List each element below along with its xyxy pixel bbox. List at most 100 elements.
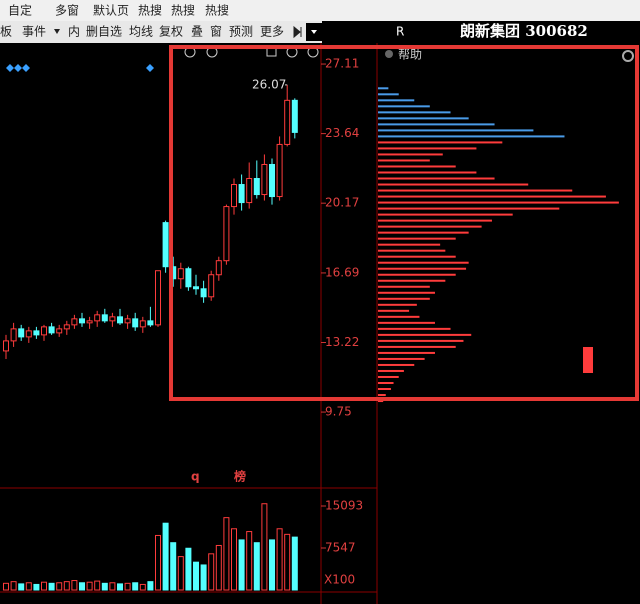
header-bar [322, 21, 640, 43]
candle-body [155, 270, 161, 326]
profile-bar [378, 261, 469, 264]
profile-bar [378, 315, 420, 318]
menu-item[interactable]: 默认页 [93, 3, 129, 18]
volume-bar [200, 564, 207, 591]
toolbar-item[interactable]: 均线 [129, 25, 153, 39]
candle-body [253, 178, 260, 196]
candle-body [246, 178, 253, 204]
profile-bar [378, 105, 430, 108]
toolbar-item[interactable]: 预测 [229, 25, 253, 39]
profile-bar [378, 273, 456, 276]
profile-bar [378, 165, 456, 168]
menu-bar [0, 0, 640, 21]
candle-body [124, 318, 131, 324]
volume-bar [86, 581, 93, 591]
profile-bar [378, 400, 384, 403]
profile-bar [378, 231, 469, 234]
profile-bar [378, 267, 467, 270]
candle-body [10, 328, 17, 342]
dropdown-icon[interactable] [54, 29, 60, 34]
profile-bar [378, 394, 386, 397]
profile-bar [378, 153, 443, 156]
candle-body [139, 320, 146, 328]
toolbar-item[interactable]: 板 [0, 25, 12, 39]
candle-body [25, 330, 32, 338]
volume-bar [139, 583, 146, 591]
volume-bar [253, 542, 260, 591]
arrow-icon[interactable] [293, 25, 302, 39]
marker-label: q [191, 470, 200, 484]
profile-bar [378, 345, 456, 348]
volume-bar [246, 531, 253, 591]
volume-bar [291, 536, 298, 591]
header-title: 朗新集团 300682 [460, 22, 588, 40]
profile-bar [378, 369, 404, 372]
profile-bar [378, 219, 492, 222]
volume-bar [94, 580, 101, 591]
menu-item[interactable]: 自定 [8, 3, 32, 18]
dropdown-icon[interactable] [311, 30, 317, 34]
volume-bar [269, 539, 275, 591]
toolbar-item[interactable]: 事件 [22, 25, 46, 39]
profile-bar [378, 363, 415, 366]
help-label[interactable]: 帮助 [398, 48, 422, 62]
profile-bar [378, 123, 495, 126]
profile-bar [378, 147, 477, 150]
toolbar-item[interactable]: 删自选 [86, 25, 122, 39]
profile-bar [378, 213, 513, 216]
candle-body [71, 318, 78, 326]
profile-bar [378, 195, 606, 198]
volume-bar [147, 581, 154, 591]
candle-body [132, 318, 139, 328]
candle-body [94, 314, 101, 322]
profile-bar [378, 255, 456, 258]
volume-tick-label: 7547 [325, 540, 356, 554]
candle-body [276, 143, 283, 198]
toolbar-item[interactable]: 叠 [191, 25, 203, 39]
profile-bar [378, 351, 435, 354]
volume-bar [193, 561, 199, 591]
toolbar-item[interactable]: 内 [68, 25, 80, 39]
candle-body [56, 328, 63, 334]
candle-body [79, 318, 85, 324]
volume-bar [261, 503, 268, 591]
profile-bar [378, 135, 565, 138]
volume-bar [101, 582, 108, 591]
volume-bar [215, 544, 222, 591]
toolbar-item[interactable]: 更多 [260, 25, 284, 39]
menu-item[interactable]: 多窗 [55, 4, 79, 18]
candle-body [284, 99, 291, 145]
profile-bar [378, 201, 619, 204]
candle-body [109, 316, 116, 322]
candle-body [223, 206, 230, 262]
volume-bar [25, 582, 32, 591]
profile-bar [378, 357, 425, 360]
candle-body [269, 163, 275, 198]
volume-bar [10, 581, 17, 591]
y-tick-label: 20.17 [325, 196, 359, 210]
candle-body [3, 340, 9, 352]
volume-bar [109, 582, 116, 591]
profile-bar [378, 333, 472, 336]
candle-body [177, 268, 184, 280]
volume-bar [48, 582, 55, 591]
menu-item[interactable]: 热搜 [171, 3, 195, 18]
menu-item[interactable]: 热搜 [138, 3, 162, 18]
menu-item[interactable]: 热搜 [205, 3, 229, 18]
help-icon[interactable] [385, 50, 393, 58]
volume-bar [231, 528, 237, 591]
volume-bar [238, 539, 245, 591]
candle-body [231, 184, 237, 208]
toolbar-item[interactable]: 窗 [210, 25, 222, 39]
candle-body [41, 326, 47, 336]
volume-bar [284, 533, 291, 591]
y-tick-label: 23.64 [325, 126, 359, 140]
volume-bar [3, 582, 9, 591]
candle-body [147, 320, 154, 326]
candle-body [261, 163, 268, 196]
profile-bar [378, 381, 394, 384]
toolbar-item[interactable]: 复权 [159, 25, 183, 39]
settings-icon[interactable] [622, 50, 634, 62]
y-tick-label: 9.75 [325, 405, 352, 419]
